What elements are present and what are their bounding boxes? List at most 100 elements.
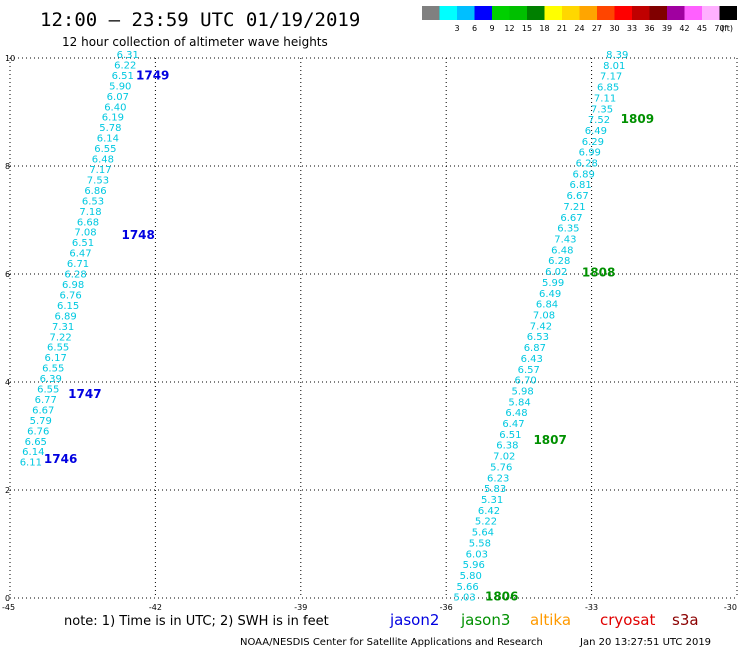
- wave-height-value: 6.76: [27, 426, 49, 437]
- wave-height-value: 6.47: [502, 419, 524, 430]
- legend-bin-label: 33: [627, 24, 637, 33]
- legend-bin-label: 42: [679, 24, 689, 33]
- wave-height-value: 6.85: [597, 83, 619, 94]
- wave-height-value: 6.19: [102, 113, 124, 124]
- wave-height-value: 6.35: [557, 224, 579, 235]
- wave-height-value: 5.31: [481, 495, 503, 506]
- wave-height-value: 5.58: [469, 538, 491, 549]
- legend-swatch: [597, 6, 615, 20]
- wave-height-value: 5.99: [542, 278, 564, 289]
- pass-time-label: 1749: [136, 69, 169, 83]
- pass-time-label: 1808: [582, 266, 615, 280]
- wave-height-value: 5.64: [472, 528, 494, 539]
- chart-title: 12:00 – 23:59 UTC 01/19/2019: [40, 9, 360, 31]
- wave-height-value: 5.22: [475, 517, 497, 528]
- wave-height-value: 6.49: [539, 289, 561, 300]
- wave-height-value: 6.28: [64, 270, 86, 281]
- wave-height-value: 6.48: [551, 245, 573, 256]
- pass-time-label: 1809: [621, 112, 654, 126]
- legend-swatch: [649, 6, 667, 20]
- wave-height-value: 5.83: [484, 484, 506, 495]
- pass-time-label: 1748: [121, 228, 154, 242]
- y-tick-label: 4: [5, 378, 10, 387]
- legend-bin-label: 6: [472, 24, 477, 33]
- pass-time-label: 1746: [44, 452, 77, 466]
- chart-subtitle: 12 hour collection of altimeter wave hei…: [62, 35, 328, 49]
- axis-ticks: -45 -42 -39 -36 -33 -30 0 2 4 6 8 10: [2, 54, 737, 612]
- legend-bin-label: 70: [714, 24, 724, 33]
- legend-bin-label: 24: [574, 24, 584, 33]
- wave-height-value: 6.31: [117, 50, 139, 61]
- legend-bin-label: 36: [644, 24, 654, 33]
- wave-height-value: 6.70: [515, 376, 537, 387]
- x-tick-label: -42: [149, 603, 162, 612]
- x-tick-label: -36: [440, 603, 453, 612]
- wave-height-value: 6.11: [20, 458, 42, 469]
- wave-height-value: 6.86: [84, 186, 106, 197]
- wave-height-value: 6.47: [69, 249, 91, 260]
- wave-height-value: 6.51: [499, 430, 521, 441]
- wave-height-value: 5.98: [511, 386, 533, 397]
- legend-swatch: [457, 6, 475, 20]
- satellite-legend-cryosat: cryosat: [600, 611, 655, 629]
- wave-height-value: 6.67: [566, 191, 588, 202]
- wave-height-value: 5.78: [99, 123, 121, 134]
- wave-height-value: 6.40: [104, 102, 126, 113]
- legend-swatch: [422, 6, 440, 20]
- wave-height-value: 6.39: [40, 374, 62, 385]
- satellite-tracks: 6.116.146.656.765.796.676.776.556.396.55…: [20, 50, 740, 604]
- legend-swatch: [719, 6, 737, 20]
- wave-height-value: 6.17: [45, 353, 67, 364]
- wave-height-value: 7.17: [600, 72, 622, 83]
- wave-height-value: 7.17: [89, 165, 111, 176]
- wave-height-value: 6.57: [518, 365, 540, 376]
- wave-height-value: 6.55: [94, 144, 116, 155]
- wave-height-value: 5.90: [109, 81, 131, 92]
- wave-height-value: 7.42: [530, 321, 552, 332]
- wave-height-value: 7.35: [591, 104, 613, 115]
- wave-height-value: 6.14: [22, 447, 44, 458]
- wave-height-value: 7.31: [52, 322, 74, 333]
- legend-swatch: [562, 6, 580, 20]
- legend-swatch: [632, 6, 650, 20]
- x-tick-label: -33: [585, 603, 598, 612]
- legend-bin-label: 12: [504, 24, 514, 33]
- legend-swatch: [702, 6, 720, 20]
- wave-height-value: 8.01: [603, 61, 625, 72]
- pass-time-label: 1747: [68, 387, 101, 401]
- legend-swatch: [509, 6, 527, 20]
- wave-height-value: 6.02: [545, 267, 567, 278]
- wave-height-value: 6.48: [92, 155, 114, 166]
- wave-height-value: 6.49: [585, 126, 607, 137]
- wave-height-value: 7.08: [533, 310, 555, 321]
- legend-swatch: [579, 6, 597, 20]
- wave-height-value: 5.80: [460, 571, 482, 582]
- wave-height-value: 6.98: [62, 280, 84, 291]
- wave-height-value: 6.84: [536, 300, 558, 311]
- plot-grid: [9, 57, 738, 599]
- legend-bin-label: 27: [592, 24, 602, 33]
- wave-height-value: 6.28: [576, 159, 598, 170]
- wave-height-value: 6.67: [560, 213, 582, 224]
- wave-height-value: 7.18: [79, 207, 101, 218]
- wave-height-value: 6.68: [77, 217, 99, 228]
- wave-height-value: 7.11: [594, 93, 616, 104]
- wave-height-value: 6.43: [521, 354, 543, 365]
- x-tick-label: -39: [294, 603, 307, 612]
- legend-swatch: [544, 6, 562, 20]
- satellite-legend: jason2 jason3 altika cryosat s3a: [389, 611, 699, 629]
- wave-height-value: 6.15: [57, 301, 79, 312]
- legend-swatch: [527, 6, 545, 20]
- wave-height-value: 6.03: [466, 549, 488, 560]
- satellite-legend-jason3: jason3: [460, 611, 510, 629]
- legend-bin-label: 45: [697, 24, 707, 33]
- wave-height-value: 7.21: [563, 202, 585, 213]
- legend-bin-label: 3: [454, 24, 459, 33]
- y-tick-label: 0: [5, 594, 10, 603]
- wave-height-value: 6.89: [54, 311, 76, 322]
- legend-swatch: [474, 6, 492, 20]
- legend-swatch: [439, 6, 457, 20]
- legend-unit: (ft): [721, 24, 733, 33]
- wave-height-legend: 3 6 9 12 15 18 21 24 27 30 33 36 39 42 45 70(ft): [422, 6, 737, 33]
